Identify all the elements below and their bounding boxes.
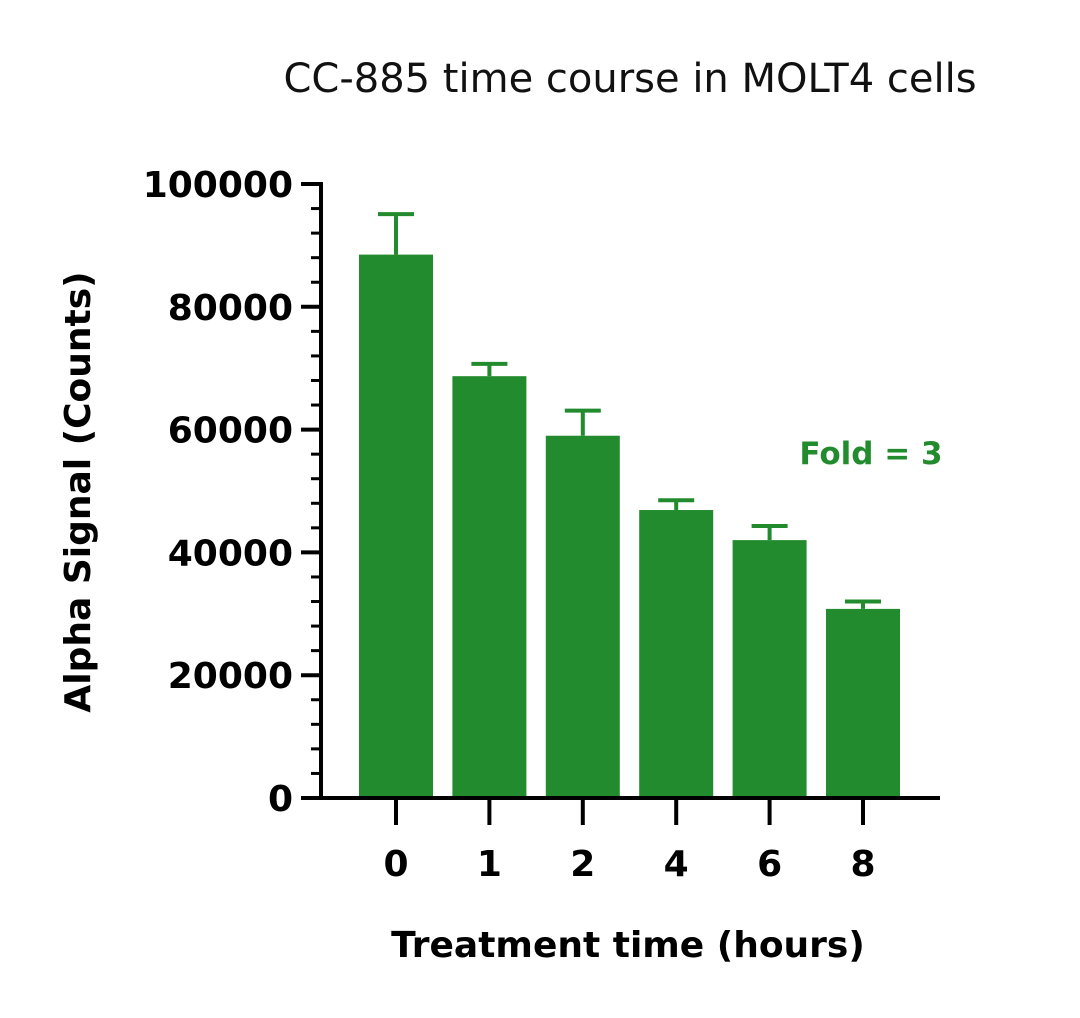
bar-1 <box>452 376 527 798</box>
y-tick-label: 60000 <box>168 411 293 452</box>
y-axis-title: Alpha Signal (Counts) <box>58 271 99 712</box>
chart-title: CC-885 time course in MOLT4 cells <box>283 56 976 102</box>
x-tick-label: 2 <box>570 844 595 885</box>
fold-annotation: Fold = 3 <box>799 436 942 472</box>
x-tick-label: 4 <box>664 844 689 885</box>
x-tick-label: 1 <box>477 844 502 885</box>
bar-2 <box>545 435 620 798</box>
plot-area: 0 20000 40000 60000 80000 100000 0 1 2 4 6 8 <box>143 165 940 885</box>
x-tick-label: 0 <box>383 844 408 885</box>
x-tick-label: 8 <box>850 844 875 885</box>
y-tick-label: 80000 <box>168 288 293 329</box>
y-tick-label: 40000 <box>168 533 293 574</box>
y-tick-label: 20000 <box>168 656 293 697</box>
bar-8 <box>826 608 900 798</box>
y-tick-label: 0 <box>268 779 293 820</box>
bar-0 <box>359 254 433 799</box>
x-tick-label: 6 <box>757 844 782 885</box>
x-axis-title: Treatment time (hours) <box>391 925 865 966</box>
y-tick-label: 100000 <box>143 165 293 206</box>
bar-6 <box>732 540 807 798</box>
bar-4 <box>639 510 714 798</box>
